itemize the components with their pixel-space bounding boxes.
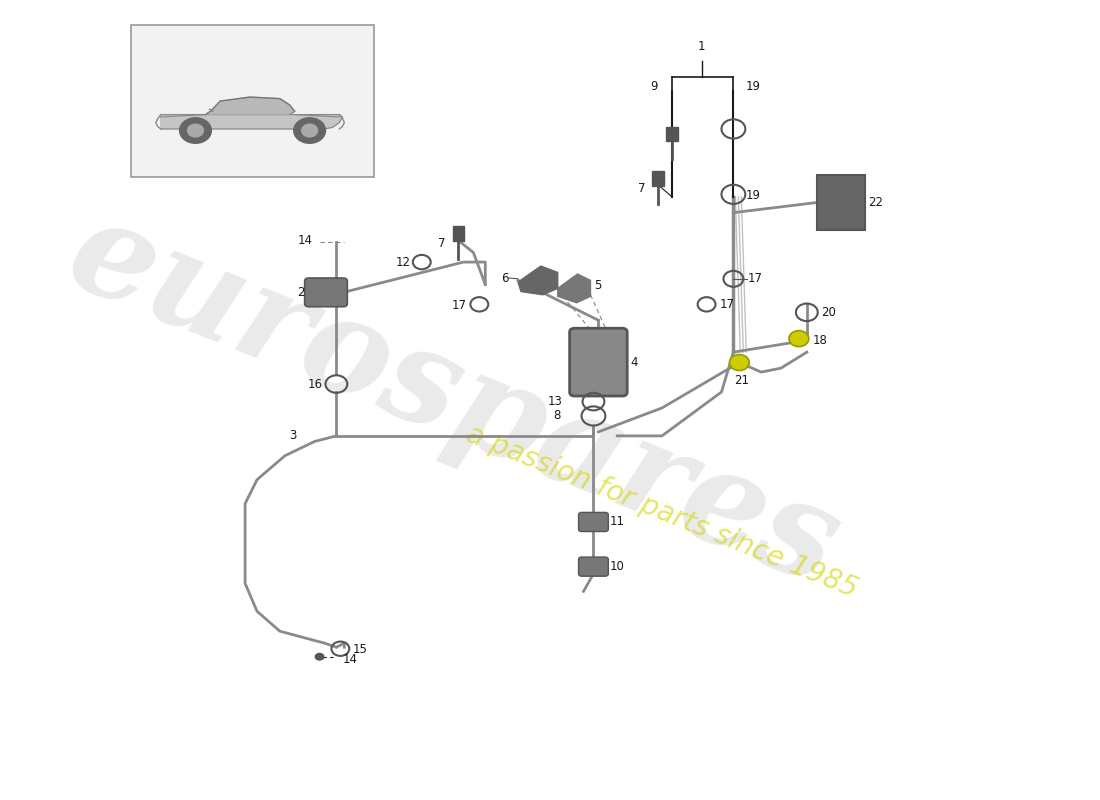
FancyBboxPatch shape [817, 175, 866, 230]
Text: 18: 18 [813, 334, 827, 346]
Text: 17: 17 [719, 298, 735, 311]
Circle shape [729, 354, 749, 370]
Text: 21: 21 [734, 374, 749, 386]
FancyBboxPatch shape [131, 26, 374, 177]
Text: 11: 11 [609, 515, 625, 529]
Circle shape [294, 118, 326, 143]
Text: 10: 10 [609, 560, 624, 573]
Text: 9: 9 [650, 80, 658, 93]
Text: 7: 7 [438, 238, 446, 250]
Circle shape [301, 124, 318, 137]
Text: 19: 19 [746, 80, 760, 93]
FancyBboxPatch shape [579, 557, 608, 576]
Text: 17: 17 [747, 272, 762, 286]
Text: 8: 8 [553, 410, 561, 422]
Text: 20: 20 [821, 306, 836, 319]
Text: 3: 3 [289, 430, 297, 442]
Text: 22: 22 [868, 196, 883, 209]
Text: 12: 12 [396, 255, 410, 269]
Text: 2: 2 [297, 286, 305, 299]
Text: 6: 6 [502, 271, 509, 285]
FancyBboxPatch shape [579, 513, 608, 531]
Circle shape [315, 653, 324, 661]
Polygon shape [206, 97, 295, 114]
Circle shape [187, 124, 204, 137]
FancyBboxPatch shape [570, 328, 627, 396]
Bar [652, 171, 664, 186]
Text: 14: 14 [342, 653, 358, 666]
FancyBboxPatch shape [305, 278, 348, 306]
Polygon shape [558, 274, 591, 302]
Circle shape [179, 118, 211, 143]
Polygon shape [161, 114, 342, 129]
Polygon shape [518, 266, 558, 294]
Text: 16: 16 [308, 378, 322, 390]
Text: 15: 15 [352, 643, 367, 656]
Text: 5: 5 [594, 278, 602, 292]
Text: 19: 19 [746, 189, 760, 202]
Text: 7: 7 [638, 182, 645, 195]
Text: eurospares: eurospares [51, 187, 857, 613]
Text: 4: 4 [630, 356, 638, 369]
Text: 1: 1 [697, 40, 705, 54]
Text: 14: 14 [298, 234, 312, 247]
Bar [666, 126, 678, 141]
Text: a passion for parts since 1985: a passion for parts since 1985 [462, 420, 861, 603]
Bar [452, 226, 464, 241]
Text: 13: 13 [548, 395, 563, 408]
Circle shape [789, 330, 808, 346]
Text: 17: 17 [451, 299, 466, 313]
